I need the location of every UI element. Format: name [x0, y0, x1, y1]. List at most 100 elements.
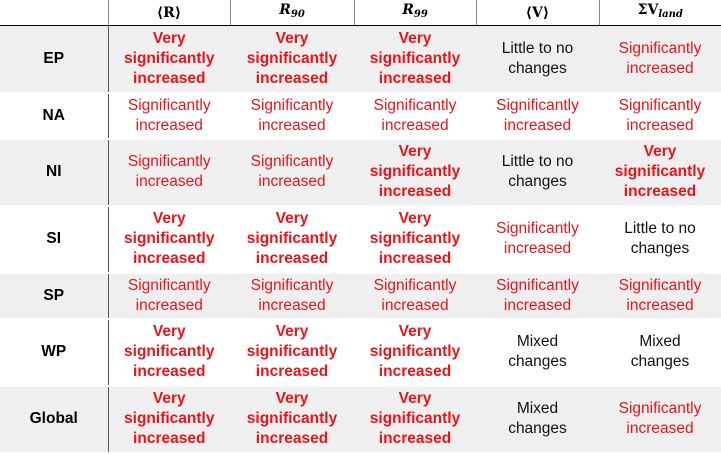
header-sum-v-land: ΣVland: [598, 0, 721, 26]
result-text: Very significantly increased: [369, 29, 461, 87]
header-r99: R99: [353, 0, 476, 26]
result-text: Very significantly increased: [124, 390, 215, 447]
result-cell: Very significantly increased: [108, 25, 230, 94]
result-text: Significantly increased: [127, 96, 211, 134]
result-cell: Mixed changes: [476, 318, 599, 387]
region-label: NI: [0, 138, 109, 207]
region-label: WP: [0, 318, 109, 387]
result-text: Little to no changes: [501, 153, 574, 190]
result-cell: Significantly increased: [599, 25, 721, 94]
header-sum-v-label: ΣV: [637, 2, 659, 18]
result-cell: Significantly increased: [230, 138, 354, 207]
header-mean-r: ⟨R⟩: [107, 0, 230, 26]
result-text: Significantly increased: [618, 39, 702, 77]
result-text: Mixed changes: [508, 400, 567, 437]
region-label: Global: [0, 385, 109, 454]
result-text: Significantly increased: [250, 276, 334, 314]
result-cell: Very significantly increased: [230, 25, 354, 94]
result-cell: Very significantly increased: [108, 318, 230, 387]
result-cell: Significantly increased: [108, 92, 230, 140]
result-cell: Little to no changes: [476, 25, 599, 94]
result-text: Mixed changes: [630, 333, 690, 370]
result-text: Very significantly increased: [614, 143, 706, 200]
result-cell: Little to no changes: [599, 205, 721, 274]
corner-cell: [0, 0, 108, 26]
table-row: Global Very significantly increased Very s…: [0, 385, 721, 454]
region-label: NA: [0, 92, 109, 140]
result-text: Very significantly increased: [369, 390, 461, 447]
result-text: Significantly increased: [618, 276, 702, 314]
table-row: NA Significantly increased Significantly i…: [0, 92, 721, 140]
header-r99-label: R: [402, 2, 414, 18]
result-text: Very significantly increased: [124, 210, 215, 267]
table-row: EP Very significantly increased Very signi…: [0, 25, 721, 94]
result-text: Very significantly increased: [246, 390, 338, 447]
result-cell: Very significantly increased: [354, 138, 476, 207]
result-cell: Significantly increased: [599, 272, 721, 320]
region-label: SP: [0, 272, 109, 320]
result-cell: Very significantly increased: [230, 318, 354, 387]
result-cell: Significantly increased: [108, 138, 230, 207]
result-cell: Significantly increased: [354, 272, 476, 320]
table-row: WP Very significantly increased Very signi…: [0, 318, 721, 387]
header-r90-subscript: 90: [290, 9, 305, 20]
result-cell: Significantly increased: [599, 92, 721, 140]
result-text: Significantly increased: [127, 276, 211, 314]
result-cell: Very significantly increased: [354, 25, 476, 94]
result-cell: Mixed changes: [476, 385, 599, 454]
header-mean-v: ⟨V⟩: [475, 0, 599, 26]
region-label: SI: [0, 205, 109, 274]
result-text: Very significantly increased: [124, 29, 215, 87]
result-cell: Little to no changes: [476, 138, 599, 207]
result-text: Significantly increased: [496, 276, 579, 314]
result-cell: Mixed changes: [599, 318, 721, 387]
header-row: ⟨R⟩ R90 R99 ⟨V⟩ ΣVland: [0, 0, 721, 26]
header-r90-label: R: [279, 2, 291, 18]
result-cell: Significantly increased: [230, 272, 354, 320]
result-cell: Significantly increased: [108, 272, 230, 320]
header-sum-v-subscript: land: [658, 9, 683, 20]
result-text: Very significantly increased: [369, 143, 461, 200]
header-mean-r-label: ⟨R⟩: [156, 4, 182, 21]
result-text: Significantly increased: [496, 96, 579, 134]
result-text: Little to no changes: [501, 39, 574, 77]
header-r90: R90: [229, 0, 354, 26]
result-text: Significantly increased: [373, 276, 457, 314]
result-text: Significantly increased: [373, 96, 457, 134]
result-cell: Very significantly increased: [230, 205, 354, 274]
table-row: SI Very significantly increased Very signi…: [0, 205, 721, 274]
result-text: Mixed changes: [508, 333, 567, 370]
result-cell: Significantly increased: [230, 92, 354, 140]
table-row: SP Significantly increased Significantly i…: [0, 272, 721, 320]
result-cell: Very significantly increased: [108, 205, 230, 274]
result-text: Very significantly increased: [246, 210, 338, 267]
result-text: Very significantly increased: [369, 210, 461, 267]
result-cell: Significantly increased: [476, 92, 599, 140]
result-text: Significantly increased: [250, 153, 334, 190]
table-row: NI Significantly increased Significantly i…: [0, 138, 721, 207]
result-text: Very significantly increased: [124, 323, 215, 380]
result-cell: Very significantly increased: [354, 385, 476, 454]
result-cell: Very significantly increased: [354, 318, 476, 387]
result-text: Very significantly increased: [246, 29, 338, 87]
result-text: Significantly increased: [127, 153, 211, 190]
header-r99-subscript: 99: [413, 9, 428, 20]
result-cell: Significantly increased: [354, 92, 476, 140]
result-cell: Significantly increased: [599, 385, 721, 454]
result-text: Significantly increased: [496, 220, 579, 257]
result-cell: Very significantly increased: [108, 385, 230, 454]
result-text: Significantly increased: [250, 96, 334, 134]
region-label: EP: [0, 25, 109, 94]
result-text: Very significantly increased: [246, 323, 338, 380]
result-cell: Very significantly increased: [230, 385, 354, 454]
result-cell: Significantly increased: [476, 272, 599, 320]
header-mean-v-label: ⟨V⟩: [525, 4, 550, 21]
result-text: Little to no changes: [624, 220, 696, 257]
result-cell: Very significantly increased: [354, 205, 476, 274]
result-text: Significantly increased: [618, 96, 702, 134]
result-text: Very significantly increased: [369, 323, 461, 380]
result-text: Significantly increased: [618, 400, 702, 437]
result-cell: Very significantly increased: [599, 138, 721, 207]
result-cell: Significantly increased: [476, 205, 599, 274]
